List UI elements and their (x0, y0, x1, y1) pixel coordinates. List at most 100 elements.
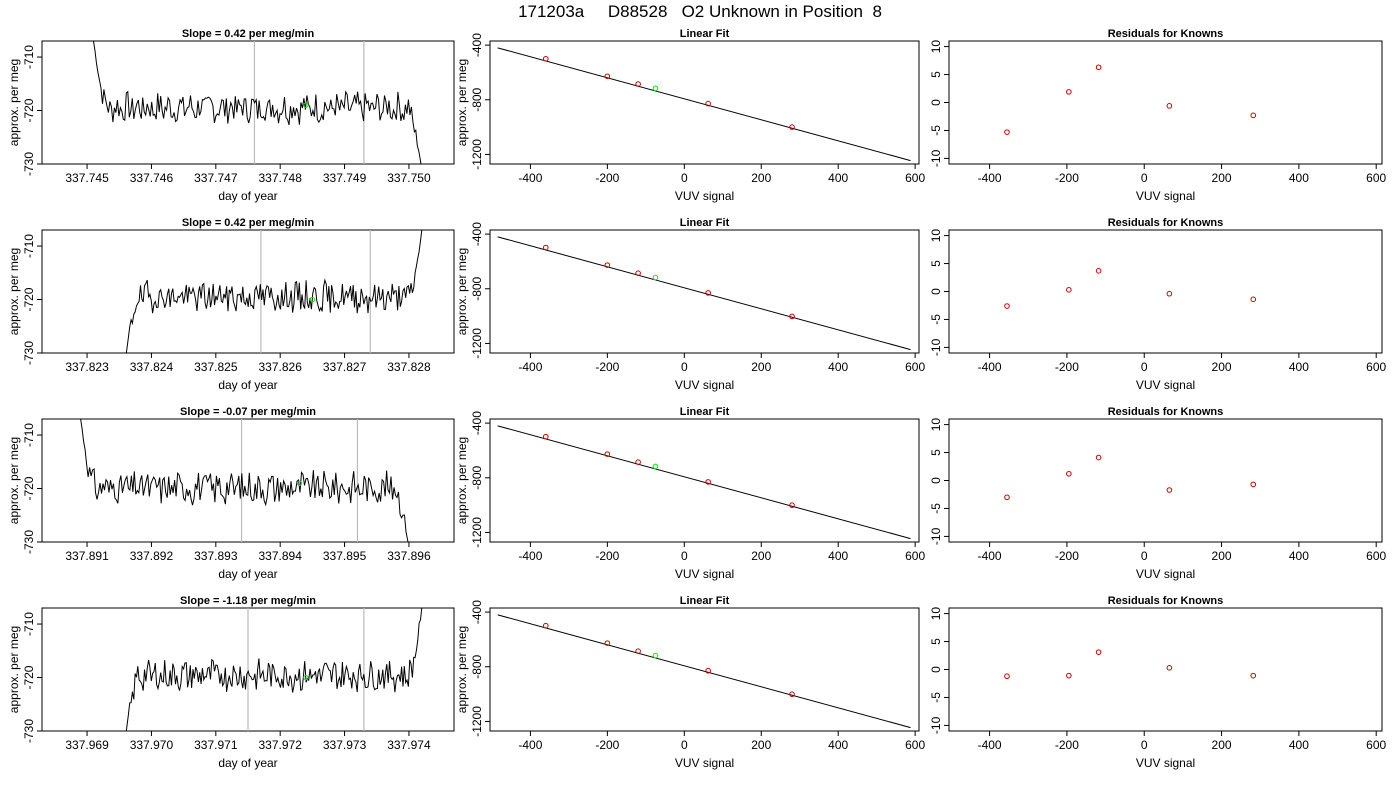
x-tick-label: 337.748 (258, 171, 302, 185)
plot-frame (489, 418, 920, 543)
x-tick-label: 337.891 (65, 549, 109, 563)
timeseries-panel: Slope = -0.07 per meg/min 337.891 337.892 3… (7, 406, 455, 581)
plot-row-3: Slope = -0.07 per meg/min 337.891 337.892 3… (7, 406, 1387, 581)
x-tick-label: 0 (681, 738, 688, 752)
x-tick-label: 337.750 (387, 171, 431, 185)
x-tick-label: -200 (595, 549, 619, 563)
y-tick-label: 5 (929, 260, 943, 267)
y-tick-label: -710 (22, 45, 36, 69)
x-tick-label: 337.972 (258, 738, 302, 752)
x-axis-label: day of year (218, 567, 277, 581)
x-tick-label: 337.895 (323, 549, 367, 563)
x-tick-label: 200 (751, 738, 771, 752)
x-tick-label: -200 (1055, 360, 1079, 374)
x-tick-label: -200 (595, 360, 619, 374)
x-tick-label: 337.827 (323, 360, 367, 374)
y-axis-label: approx. per meg (455, 626, 469, 713)
known-point (635, 270, 641, 276)
known-point (705, 667, 711, 674)
x-tick-label: 0 (1141, 360, 1148, 374)
residuals-panel: Residuals for Knowns -400 -200 0 200 400 600 -1… (929, 28, 1387, 203)
x-tick-label: -400 (978, 549, 1002, 563)
x-tick-label: 337.973 (323, 738, 367, 752)
x-axis-label: VUV signal (1136, 567, 1195, 581)
residual-point (1166, 290, 1173, 297)
x-tick-label: 200 (751, 549, 771, 563)
known-point (635, 81, 641, 87)
known-point (542, 55, 549, 62)
plot-frame (41, 229, 455, 354)
x-tick-label: -400 (978, 738, 1002, 752)
x-tick-label: -400 (518, 171, 542, 185)
y-tick-label: -720 (22, 98, 36, 122)
x-tick-label: 337.970 (130, 738, 174, 752)
x-tick-label: -400 (518, 738, 542, 752)
linear-fit-panel: Linear Fit -400 -200 0 200 400 600 -1200 -800 -40… (455, 217, 925, 392)
y-tick-label: 5 (929, 638, 943, 645)
y-tick-label: 10 (929, 229, 943, 243)
raw-signal-line (93, 41, 422, 164)
residual-point (1166, 665, 1173, 671)
x-tick-label: 337.826 (258, 360, 302, 374)
residual-point (1066, 89, 1072, 95)
known-point (789, 313, 795, 320)
x-tick-label: 337.824 (130, 360, 174, 374)
x-tick-label: 337.749 (323, 171, 367, 185)
plot-row-2: Slope = 0.42 per meg/min 337.823 337.824 33… (7, 217, 1387, 392)
timeseries-panel: Slope = -1.18 per meg/min 337.969 337.970 3… (7, 595, 455, 770)
residual-point (1250, 112, 1257, 119)
unknown-point (652, 652, 659, 659)
y-tick-label: -400 (470, 33, 484, 57)
known-point (705, 290, 711, 296)
x-axis-label: VUV signal (1136, 189, 1195, 203)
residual-point (1004, 129, 1010, 135)
linear-fit-panel: Linear Fit -400 -200 0 200 400 600 -1200 -800 -40… (455, 28, 925, 203)
y-tick-label: -800 (470, 654, 484, 678)
y-tick-label: -730 (22, 152, 36, 176)
panel-title: Residuals for Knowns (1108, 406, 1224, 418)
known-point (542, 622, 549, 629)
panel-title: Linear Fit (680, 406, 730, 418)
x-tick-label: 600 (1366, 360, 1386, 374)
y-axis-label: approx. per meg (455, 437, 469, 524)
linear-fit-panel: Linear Fit -400 -200 0 200 400 600 -1200 -800 -40… (455, 595, 925, 770)
residual-point (1095, 649, 1102, 655)
plot-frame (948, 229, 1383, 354)
y-tick-label: -400 (470, 600, 484, 624)
residual-point (1166, 487, 1173, 493)
linear-fit-panel: Linear Fit -400 -200 0 200 400 600 -1200 -800 -40… (455, 406, 925, 581)
y-tick-label: -1200 (470, 328, 484, 359)
y-tick-label: -1200 (470, 517, 484, 548)
x-axis-label: VUV signal (675, 756, 734, 770)
x-tick-label: 400 (1289, 360, 1309, 374)
x-tick-label: 400 (828, 549, 848, 563)
y-tick-label: 10 (929, 40, 943, 54)
unknown-point (652, 463, 659, 470)
x-axis-label: day of year (218, 189, 277, 203)
x-tick-label: 600 (905, 360, 925, 374)
known-point (789, 691, 795, 698)
x-tick-label: 200 (1212, 171, 1232, 185)
y-tick-label: 0 (929, 99, 943, 106)
residual-point (1004, 303, 1010, 309)
panel-title: Linear Fit (680, 595, 730, 607)
x-tick-label: 0 (1141, 738, 1148, 752)
plot-frame (489, 607, 920, 732)
x-tick-label: 337.893 (194, 549, 238, 563)
timeseries-panel: Slope = 0.42 per meg/min 337.745 337.746 33… (7, 28, 455, 203)
x-tick-label: 0 (681, 171, 688, 185)
x-axis-label: day of year (218, 756, 277, 770)
panel-title: Residuals for Knowns (1108, 217, 1224, 229)
unknown-marker (303, 102, 309, 108)
unknown-marker (303, 674, 309, 681)
y-tick-label: -710 (22, 234, 36, 258)
unknown-marker (296, 480, 303, 486)
x-tick-label: -200 (595, 171, 619, 185)
plot-row-4: Slope = -1.18 per meg/min 337.969 337.970 3… (7, 595, 1387, 770)
x-tick-label: 0 (1141, 171, 1148, 185)
raw-signal-line (80, 419, 409, 542)
page-title: 171203a D88528 O2 Unknown in Position 8 (518, 2, 882, 21)
y-tick-label: -710 (22, 612, 36, 636)
y-tick-label: -800 (470, 276, 484, 300)
